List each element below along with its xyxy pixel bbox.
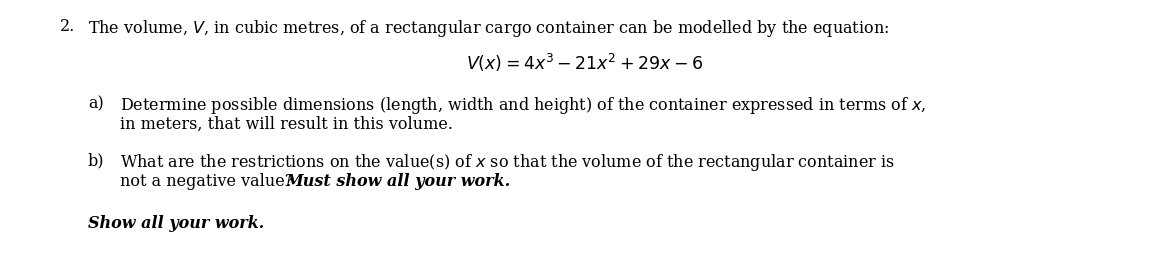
Text: b): b) <box>88 152 104 169</box>
Text: Determine possible dimensions (length, width and height) of the container expres: Determine possible dimensions (length, w… <box>121 95 927 116</box>
Text: a): a) <box>88 95 104 112</box>
Text: Show all your work.: Show all your work. <box>88 215 264 232</box>
Text: Must show all your work.: Must show all your work. <box>285 173 510 190</box>
Text: What are the restrictions on the value(s) of $x$ so that the volume of the recta: What are the restrictions on the value(s… <box>121 152 895 173</box>
Text: in meters, that will result in this volume.: in meters, that will result in this volu… <box>121 116 453 133</box>
Text: 2.: 2. <box>60 18 75 35</box>
Text: $V(x) = 4x^3 - 21x^2 + 29x - 6$: $V(x) = 4x^3 - 21x^2 + 29x - 6$ <box>467 52 703 74</box>
Text: not a negative value?: not a negative value? <box>121 173 304 190</box>
Text: The volume, $V$, in cubic metres, of a rectangular cargo container can be modell: The volume, $V$, in cubic metres, of a r… <box>88 18 889 39</box>
